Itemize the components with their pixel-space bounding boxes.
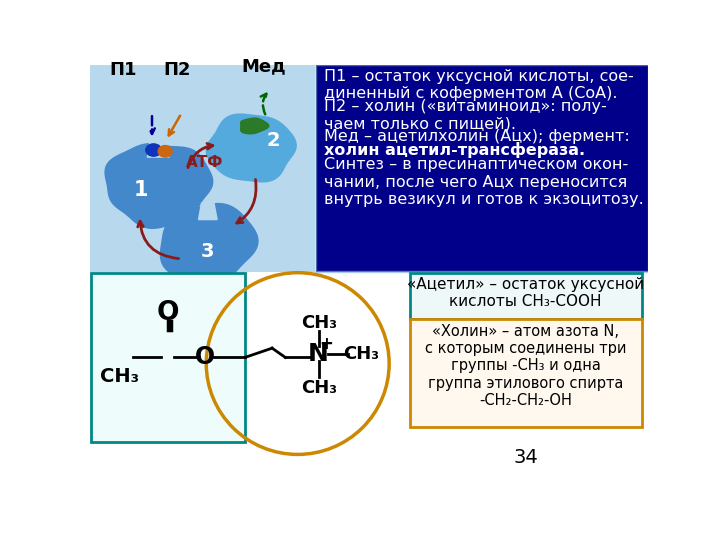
Text: O: O (194, 346, 215, 369)
Text: 1: 1 (134, 180, 148, 200)
Polygon shape (240, 118, 269, 134)
FancyBboxPatch shape (316, 65, 648, 271)
Text: +: + (320, 335, 333, 353)
Text: АТФ: АТФ (186, 155, 223, 170)
Text: Синтез – в пресинаптическом окон-
чании, после чего Ацх переносится
внутрь везик: Синтез – в пресинаптическом окон- чании,… (324, 157, 644, 207)
Text: П1 – остаток уксусной кислоты, сое-
диненный с коферментом А (СоА).: П1 – остаток уксусной кислоты, сое- дине… (324, 69, 634, 101)
FancyBboxPatch shape (90, 65, 315, 273)
Polygon shape (206, 114, 296, 182)
Text: Мед – ацетилхолин (Ацх); фермент:: Мед – ацетилхолин (Ацх); фермент: (324, 129, 630, 144)
Text: П2: П2 (163, 61, 191, 79)
Text: CH₃: CH₃ (100, 367, 139, 386)
Text: 34: 34 (513, 448, 538, 467)
Text: 2: 2 (266, 131, 279, 150)
Polygon shape (199, 203, 217, 220)
Polygon shape (161, 204, 258, 282)
Text: П2 – холин («витаминоид»: полу-
чаем только с пищей).: П2 – холин («витаминоид»: полу- чаем тол… (324, 99, 607, 132)
Text: «Холин» – атом азота N,
с которым соединены три
группы -СН₃ и одна
группа этилов: «Холин» – атом азота N, с которым соедин… (425, 323, 626, 408)
Text: холин ацетил-трансфераза.: холин ацетил-трансфераза. (324, 142, 585, 158)
Text: Мед: Мед (241, 57, 286, 75)
Polygon shape (148, 139, 169, 157)
FancyBboxPatch shape (91, 273, 245, 442)
Ellipse shape (158, 145, 172, 157)
Text: 3: 3 (201, 241, 215, 261)
Text: П1: П1 (109, 61, 137, 79)
Text: «Ацетил» – остаток уксусной
кислоты СН₃-СООН: «Ацетил» – остаток уксусной кислоты СН₃-… (407, 276, 644, 309)
Text: CH₃: CH₃ (343, 345, 379, 362)
Text: O: O (156, 300, 179, 326)
Text: N: N (308, 342, 329, 366)
Ellipse shape (145, 144, 161, 156)
Text: CH₃: CH₃ (301, 379, 337, 397)
Text: CH₃: CH₃ (301, 314, 337, 332)
FancyBboxPatch shape (410, 273, 642, 319)
FancyBboxPatch shape (410, 319, 642, 427)
Polygon shape (105, 144, 212, 228)
FancyBboxPatch shape (90, 272, 648, 481)
